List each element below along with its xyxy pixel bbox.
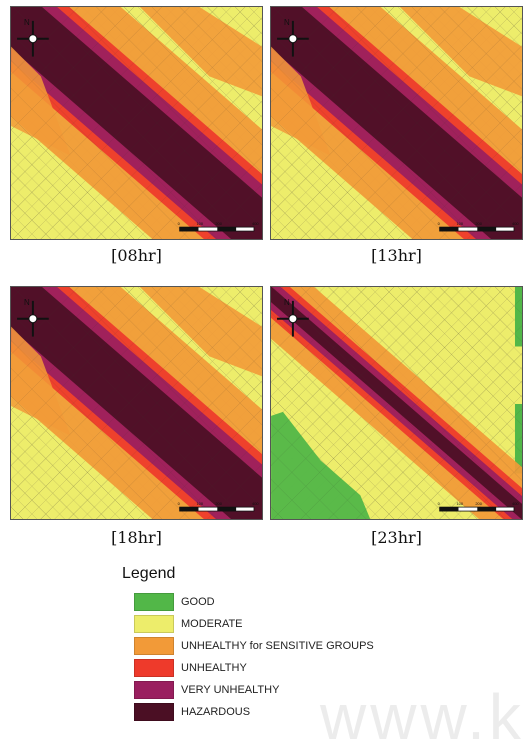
map-panel-18hr: N 0 100 200 400 (10, 286, 263, 520)
scale-tick-label: 100 (196, 501, 203, 506)
map-panel-13hr: N 0 100 200 400 (270, 6, 523, 240)
map-18hr-svg: N 0 100 200 400 (11, 287, 262, 519)
caption-18hr: [18hr] (111, 528, 162, 547)
scale-tick-label: 200 (215, 501, 222, 506)
scale-tick-label: 400 (252, 221, 259, 226)
legend-item-unhealthy-sensitive: UNHEALTHY for SENSITIVE GROUPS (134, 636, 374, 656)
map-23hr-svg: N 0 100 200 400 (271, 287, 522, 519)
legend-title: Legend (122, 565, 176, 582)
legend-item-hazardous: HAZARDOUS (134, 702, 374, 722)
watermark: www.k (320, 681, 523, 753)
legend-label-good: GOOD (181, 596, 215, 608)
legend-label-moderate: MODERATE (181, 618, 243, 630)
scale-tick-label: 400 (252, 501, 259, 506)
compass-icon: N (277, 18, 309, 57)
legend-label-very-unhealthy: VERY UNHEALTHY (181, 684, 280, 696)
legend-swatch-unhealthy (134, 659, 174, 677)
legend-item-good: GOOD (134, 592, 374, 612)
scale-tick-label: 100 (456, 221, 463, 226)
legend-label-unhealthy: UNHEALTHY (181, 662, 247, 674)
scale-tick-label: 100 (456, 501, 463, 506)
scale-bar: 0 100 200 400 (438, 501, 519, 512)
map-08hr-svg: N 0 100 200 400 (11, 7, 262, 239)
scale-tick-label: 200 (215, 221, 222, 226)
scale-tick-label: 200 (475, 221, 482, 226)
compass-north-label: N (284, 298, 290, 307)
legend: GOOD MODERATE UNHEALTHY for SENSITIVE GR… (134, 592, 374, 724)
scale-bar: 0 100 200 400 (178, 501, 259, 512)
compass-icon: N (17, 18, 49, 57)
map-13hr-svg: N 0 100 200 400 (271, 7, 522, 239)
compass-north-label: N (24, 298, 30, 307)
scale-tick-label: 400 (512, 221, 519, 226)
compass-icon: N (277, 298, 309, 337)
caption-23hr: [23hr] (371, 528, 422, 547)
legend-item-unhealthy: UNHEALTHY (134, 658, 374, 678)
caption-13hr: [13hr] (371, 246, 422, 265)
legend-swatch-moderate (134, 615, 174, 633)
legend-swatch-hazardous (134, 703, 174, 721)
compass-north-label: N (24, 18, 30, 27)
compass-icon: N (17, 298, 49, 337)
legend-swatch-good (134, 593, 174, 611)
caption-08hr: [08hr] (111, 246, 162, 265)
legend-item-very-unhealthy: VERY UNHEALTHY (134, 680, 374, 700)
map-panel-23hr: N 0 100 200 400 (270, 286, 523, 520)
scale-bar: 0 100 200 400 (178, 221, 259, 232)
scale-tick-label: 400 (512, 501, 519, 506)
legend-label-unhealthy-sensitive: UNHEALTHY for SENSITIVE GROUPS (181, 640, 374, 652)
scale-tick-label: 0 (438, 501, 441, 506)
map-panel-08hr: N 0 100 200 400 (10, 6, 263, 240)
legend-swatch-very-unhealthy (134, 681, 174, 699)
compass-north-label: N (284, 18, 290, 27)
scale-tick-label: 0 (178, 221, 181, 226)
legend-label-hazardous: HAZARDOUS (181, 706, 251, 718)
scale-tick-label: 0 (178, 501, 181, 506)
scale-tick-label: 100 (196, 221, 203, 226)
scale-tick-label: 0 (438, 221, 441, 226)
scale-tick-label: 200 (475, 501, 482, 506)
legend-item-moderate: MODERATE (134, 614, 374, 634)
scale-bar: 0 100 200 400 (438, 221, 519, 232)
legend-swatch-unhealthy-sensitive (134, 637, 174, 655)
